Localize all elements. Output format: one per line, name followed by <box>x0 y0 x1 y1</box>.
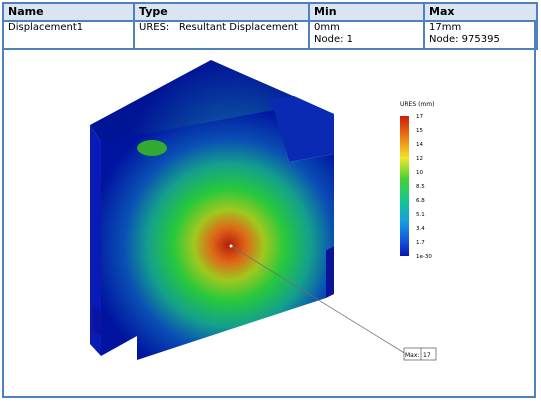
legend-tick-label: 12 <box>416 156 423 162</box>
hole-feature <box>137 140 167 156</box>
model-notch <box>266 96 334 162</box>
legend-tick-label: 3.4 <box>416 226 425 232</box>
legend-tick-label: 1e-30 <box>416 254 432 260</box>
table-row: Displacement1 URES: Resultant Displaceme… <box>2 20 538 50</box>
legend-tick-label: 17 <box>416 114 423 120</box>
model-left-face <box>90 125 101 356</box>
cell-min: 0mm Node: 1 <box>308 20 425 50</box>
probe-label[interactable]: Max: 17 <box>403 347 437 361</box>
probe-value-text: 17 <box>423 352 431 359</box>
min-value: 0mm <box>314 22 340 33</box>
legend-tick-label: 14 <box>416 142 423 148</box>
model-viewport[interactable]: Max: 17 URES (mm) 17 15 14 12 10 8.5 6.8 5.1 3.4… <box>4 50 534 396</box>
legend-colorbar <box>400 116 409 256</box>
legend-tick-labels: 17 15 14 12 10 8.5 6.8 5.1 3.4 1.7 1e-30 <box>416 114 432 260</box>
min-node: Node: 1 <box>314 34 354 45</box>
table-header-row: Name Type Min Max <box>2 2 538 22</box>
probe-leader-line <box>230 245 407 355</box>
legend-tick-label: 5.1 <box>416 212 425 218</box>
header-min: Min <box>308 2 425 22</box>
legend-tick-label: 1.7 <box>416 240 425 246</box>
legend-tick-label: 8.5 <box>416 184 425 190</box>
max-value: 17mm <box>429 22 462 33</box>
probe-label-text: Max: <box>405 352 419 359</box>
model-right-step <box>326 246 334 298</box>
cell-name: Displacement1 <box>2 20 135 50</box>
header-name: Name <box>2 2 135 22</box>
cell-max: 17mm Node: 975395 <box>423 20 538 50</box>
max-node: Node: 975395 <box>429 34 500 45</box>
header-max: Max <box>423 2 538 22</box>
color-legend: URES (mm) 17 15 14 12 10 8.5 6.8 5.1 3.4 1.7 1e-30 <box>400 101 434 260</box>
legend-tick-label: 10 <box>416 170 423 176</box>
legend-tick-label: 15 <box>416 128 423 134</box>
results-table: Name Type Min Max Displacement1 URES: Re… <box>2 2 538 50</box>
fea-plot: Max: 17 URES (mm) 17 15 14 12 10 8.5 6.8 5.1 3.4… <box>90 60 437 361</box>
model-front-face <box>101 110 334 360</box>
probe-point <box>229 244 233 248</box>
legend-title: URES (mm) <box>400 101 434 108</box>
model-left-tab <box>93 305 101 336</box>
legend-tick-label: 6.8 <box>416 198 425 204</box>
header-type: Type <box>133 2 310 22</box>
cell-type: URES: Resultant Displacement <box>133 20 310 50</box>
